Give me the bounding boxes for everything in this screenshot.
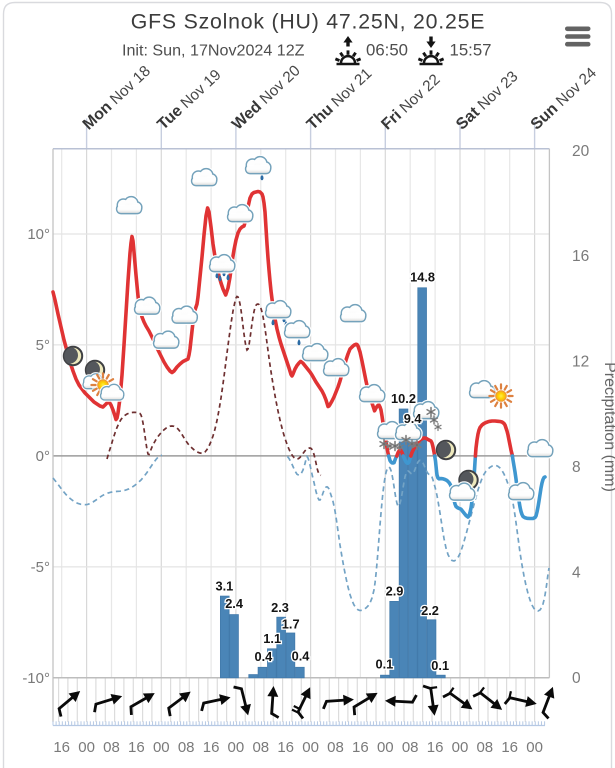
svg-text:2.9: 2.9	[386, 584, 404, 599]
svg-text:14.8: 14.8	[410, 270, 435, 285]
svg-text:1.1: 1.1	[263, 631, 281, 646]
svg-text:-5°: -5°	[31, 559, 50, 576]
svg-text:Precipitation (mm): Precipitation (mm)	[601, 362, 615, 492]
svg-text:16: 16	[427, 739, 444, 756]
svg-text:0: 0	[572, 670, 581, 687]
svg-text:2.4: 2.4	[225, 596, 244, 611]
svg-text:16: 16	[203, 739, 220, 756]
svg-text:0.1: 0.1	[431, 658, 449, 673]
svg-text:10.2: 10.2	[391, 391, 416, 406]
svg-text:08: 08	[252, 739, 269, 756]
svg-text:15:57: 15:57	[450, 41, 492, 60]
svg-text:06:50: 06:50	[366, 41, 408, 60]
svg-text:0.1: 0.1	[376, 657, 394, 672]
svg-text:8: 8	[572, 459, 581, 476]
svg-text:00: 00	[228, 739, 245, 756]
svg-text:GFS Szolnok (HU) 47.25N, 20.25: GFS Szolnok (HU) 47.25N, 20.25E	[131, 10, 485, 34]
svg-text:0°: 0°	[36, 448, 50, 465]
svg-text:16: 16	[53, 739, 70, 756]
svg-text:16: 16	[128, 739, 145, 756]
svg-text:1.7: 1.7	[282, 617, 300, 632]
svg-text:3.1: 3.1	[216, 579, 234, 594]
svg-text:5°: 5°	[36, 337, 50, 354]
svg-text:16: 16	[501, 739, 518, 756]
svg-text:00: 00	[452, 739, 469, 756]
svg-text:-10°: -10°	[22, 670, 50, 687]
svg-text:10°: 10°	[27, 226, 50, 243]
svg-text:00: 00	[153, 739, 170, 756]
svg-text:16: 16	[572, 248, 589, 265]
svg-text:20: 20	[572, 143, 590, 160]
svg-text:16: 16	[352, 739, 369, 756]
svg-text:0.4: 0.4	[255, 649, 274, 664]
svg-text:9.4: 9.4	[404, 411, 423, 426]
svg-text:4: 4	[572, 564, 581, 581]
svg-text:08: 08	[476, 739, 493, 756]
svg-text:08: 08	[402, 739, 419, 756]
svg-text:00: 00	[302, 739, 319, 756]
svg-text:Init: Sun, 17Nov2024 12Z: Init: Sun, 17Nov2024 12Z	[122, 42, 305, 60]
svg-text:08: 08	[103, 739, 120, 756]
svg-text:2.2: 2.2	[421, 603, 439, 618]
svg-text:12: 12	[572, 354, 589, 371]
svg-text:00: 00	[78, 739, 95, 756]
svg-text:0.4: 0.4	[292, 649, 311, 664]
svg-text:08: 08	[178, 739, 195, 756]
svg-text:2.3: 2.3	[271, 600, 289, 615]
svg-text:08: 08	[327, 739, 344, 756]
svg-text:00: 00	[526, 739, 543, 756]
svg-text:00: 00	[377, 739, 394, 756]
svg-text:16: 16	[277, 739, 294, 756]
